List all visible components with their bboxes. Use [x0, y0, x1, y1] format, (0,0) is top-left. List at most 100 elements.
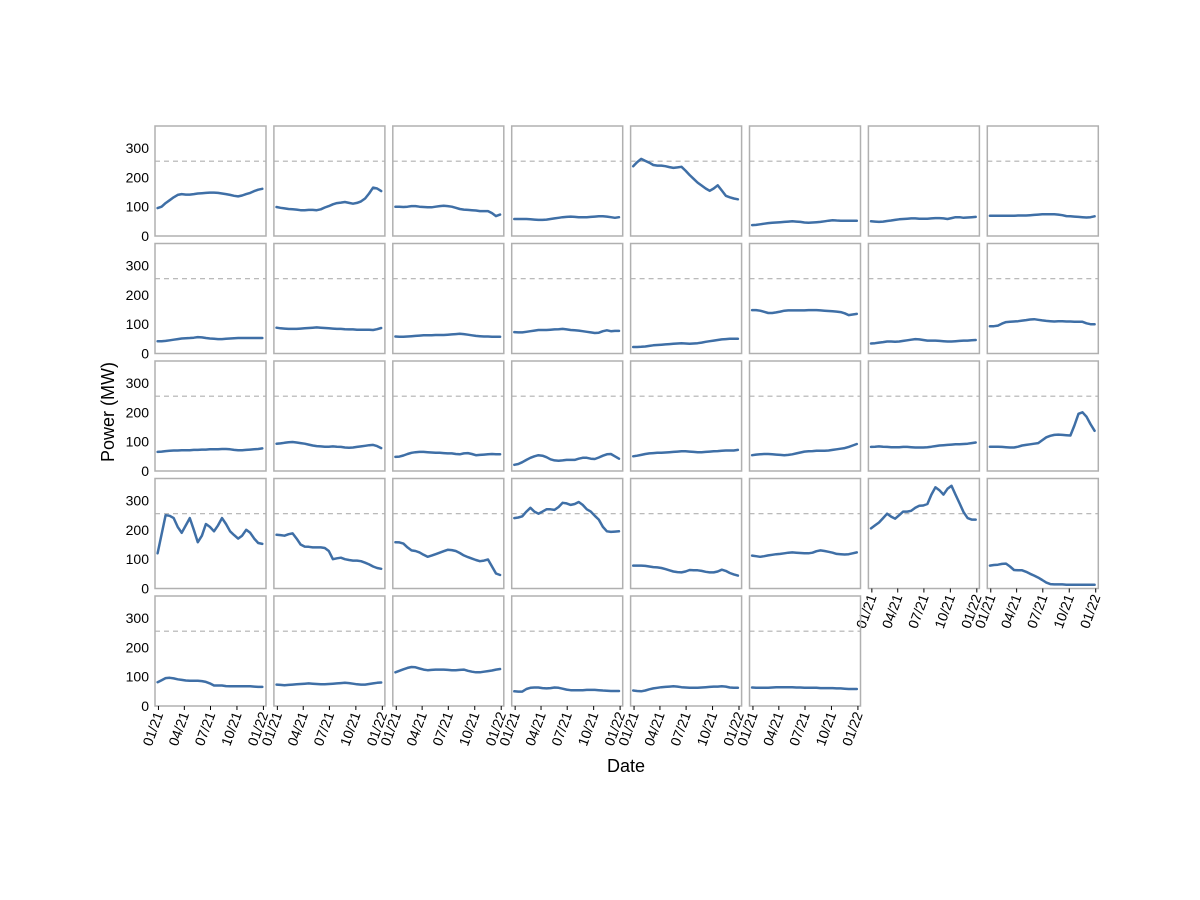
panel-border [867, 360, 981, 472]
x-tick-label: 10/21 [931, 592, 958, 631]
y-tick-label: 300 [126, 493, 150, 509]
panel-r1-c6 [867, 242, 981, 355]
x-tick-label: 07/21 [667, 709, 694, 748]
series-line [156, 676, 264, 689]
panel-r2-c4 [629, 360, 743, 472]
series-line [869, 441, 977, 449]
y-tick-label: 0 [141, 698, 149, 714]
panel-r2-c2 [392, 360, 505, 472]
x-tick-label: 04/21 [879, 592, 906, 631]
x-tick-label: 07/21 [786, 709, 813, 748]
panel-r1-c2 [392, 242, 505, 355]
panel-border [748, 360, 862, 472]
series-line [988, 213, 1096, 219]
panel-border [629, 477, 743, 590]
y-tick-label: 100 [126, 316, 150, 332]
panel-border [392, 477, 505, 590]
series-line [631, 685, 740, 693]
panel-border [986, 360, 1100, 472]
x-tick-label: 04/21 [403, 709, 430, 748]
x-tick-label: 04/21 [522, 709, 549, 748]
y-tick-label: 300 [126, 375, 150, 391]
y-tick-label: 200 [126, 287, 150, 303]
panel-border [510, 242, 624, 355]
panel-border [392, 360, 505, 472]
panel-r1-c7 [986, 242, 1100, 355]
y-tick-label: 100 [126, 669, 150, 685]
x-tick-label: 01/21 [853, 592, 880, 631]
panel-r3-c5 [748, 477, 862, 590]
x-tick-label: 01/22 [1077, 592, 1104, 631]
series-line [750, 549, 859, 559]
panel-r0-c4 [629, 125, 743, 237]
x-tick-label: 10/21 [574, 709, 601, 748]
x-tick-label: 04/21 [165, 709, 192, 748]
panel-r0-c3 [510, 125, 624, 237]
panel-border [273, 595, 386, 707]
series-line [750, 442, 859, 457]
series-line [156, 447, 264, 454]
series-line [869, 484, 977, 530]
panel-border [986, 477, 1100, 590]
x-tick-label: 01/21 [139, 709, 166, 748]
panel-border [273, 125, 386, 237]
panel-r2-c6 [867, 360, 981, 472]
series-line [869, 215, 977, 224]
y-tick-label: 300 [126, 140, 150, 156]
y-tick-label: 100 [126, 551, 150, 567]
panel-r0-c5 [748, 125, 862, 237]
series-line [869, 337, 977, 345]
x-tick-label: 07/21 [310, 709, 337, 748]
panel-border [510, 477, 624, 590]
series-line [750, 218, 859, 227]
x-axis-label: Date [607, 756, 645, 776]
panel-r3-c4 [629, 477, 743, 590]
series-line [513, 215, 621, 222]
panel-border [748, 242, 862, 355]
x-tick-label: 07/21 [1024, 592, 1051, 631]
x-tick-label: 10/21 [693, 709, 720, 748]
series-line [631, 564, 740, 577]
series-line [275, 681, 383, 687]
series-line [394, 204, 502, 218]
series-line [988, 562, 1096, 586]
x-tick-label: 10/21 [218, 709, 245, 748]
x-tick-label: 04/21 [760, 709, 787, 748]
panel-border [748, 477, 862, 590]
panel-r2-c7 [986, 360, 1100, 472]
panel-border [392, 242, 505, 355]
panel-r1-c1 [273, 242, 386, 355]
x-tick-label: 01/22 [839, 709, 866, 748]
panel-r1-c4 [629, 242, 743, 355]
x-tick-label: 07/21 [548, 709, 575, 748]
y-tick-label: 100 [126, 434, 150, 450]
panel-r0-c6 [867, 125, 981, 237]
panel-r0-c1 [273, 125, 386, 237]
panel-r3-c2 [392, 477, 505, 590]
panel-border [629, 242, 743, 355]
panels-group: 0 100 200 300 0 100 200 300 0 100 200 300 0 100 200 300… [126, 125, 1104, 748]
x-tick-label: 04/21 [641, 709, 668, 748]
y-tick-label: 0 [141, 228, 149, 244]
panel-border [154, 477, 267, 590]
series-line [275, 440, 383, 450]
panel-border [629, 360, 743, 472]
y-tick-label: 300 [126, 258, 150, 274]
panel-r3-c0: 0 100 200 300 [126, 477, 267, 597]
series-line [513, 686, 621, 693]
series-line [394, 332, 502, 339]
x-tick-label: 10/21 [337, 709, 364, 748]
series-line [631, 337, 740, 349]
series-line [513, 452, 621, 467]
panel-border [510, 125, 624, 237]
series-line [988, 317, 1096, 328]
series-line [156, 187, 264, 210]
panel-border [273, 477, 386, 590]
x-tick-label: 10/21 [456, 709, 483, 748]
panel-r1-c5 [748, 242, 862, 355]
panel-border [867, 477, 981, 590]
